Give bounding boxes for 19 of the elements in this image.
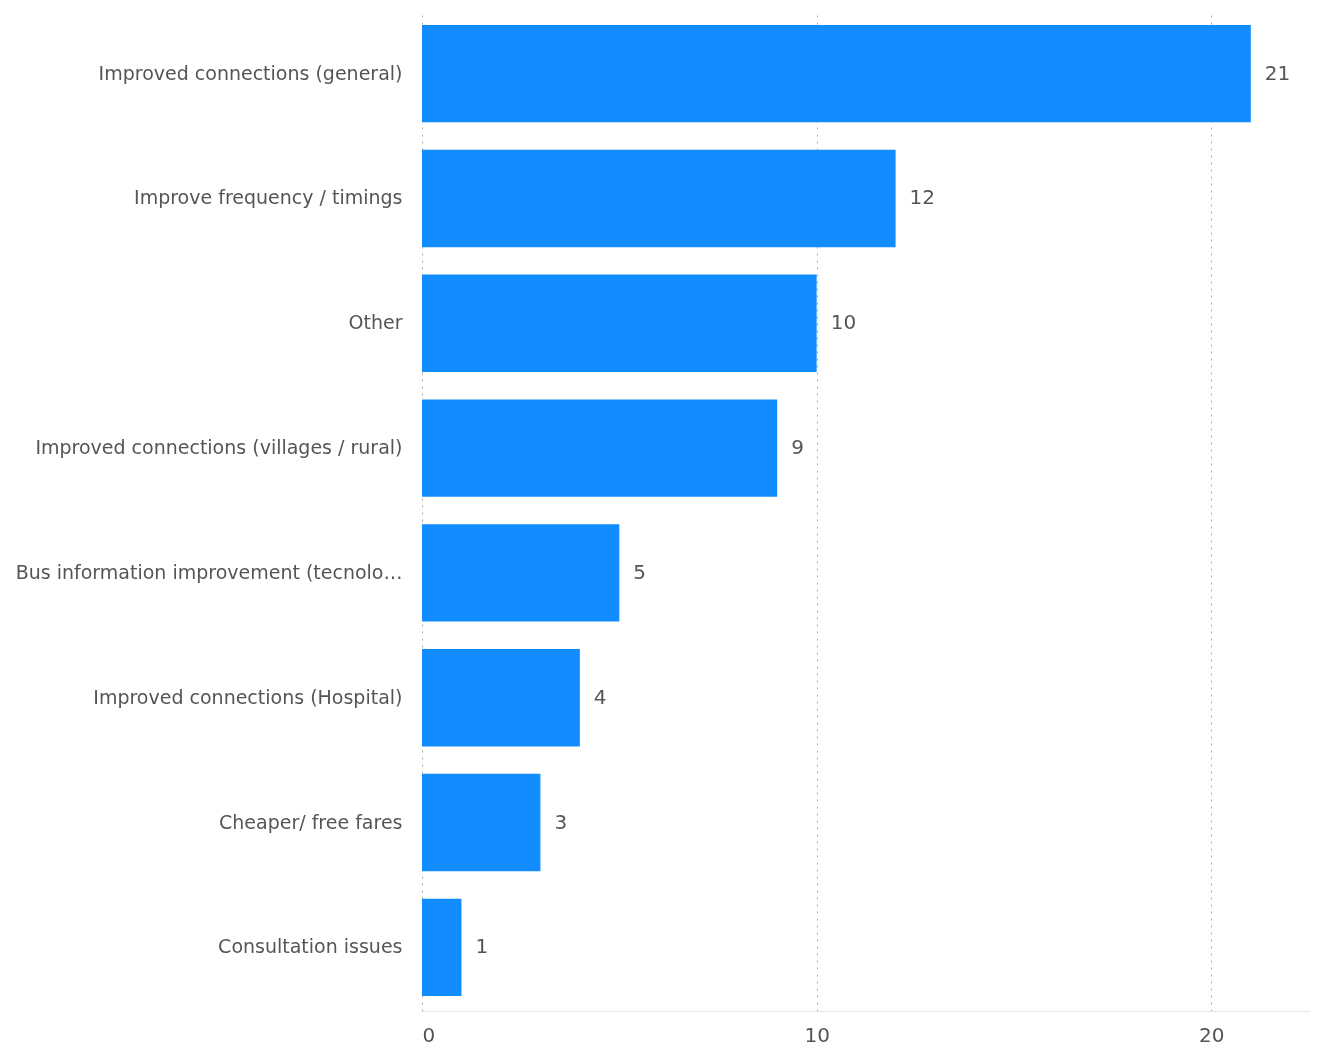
data-label: 5 [633,559,647,584]
data-label: 10 [830,310,857,335]
x-tick-label: 10 [804,1022,830,1047]
y-tick-label: Improved connections (villages / rural) [35,436,403,459]
data-label: 21 [1264,60,1291,85]
data-label: 3 [554,809,568,834]
y-tick-label: Improve frequency / timings [134,186,403,209]
data-label: 9 [791,435,804,460]
y-tick-label: Consultation issues [218,935,403,958]
x-tick-label: 20 [1199,1022,1225,1047]
data-label: 12 [909,185,936,210]
y-tick-label: Other [348,311,403,334]
y-tick-label: Cheaper/ free fares [219,810,403,833]
y-tick-label: Improved connections (Hospital) [93,685,403,708]
data-label: 1 [475,934,489,959]
y-tick-label: Improved connections (general) [98,61,403,84]
data-label: 4 [593,684,607,709]
y-tick-label: Bus information improvement (tecnolo… [15,560,403,583]
x-tick-label: 0 [422,1022,436,1047]
